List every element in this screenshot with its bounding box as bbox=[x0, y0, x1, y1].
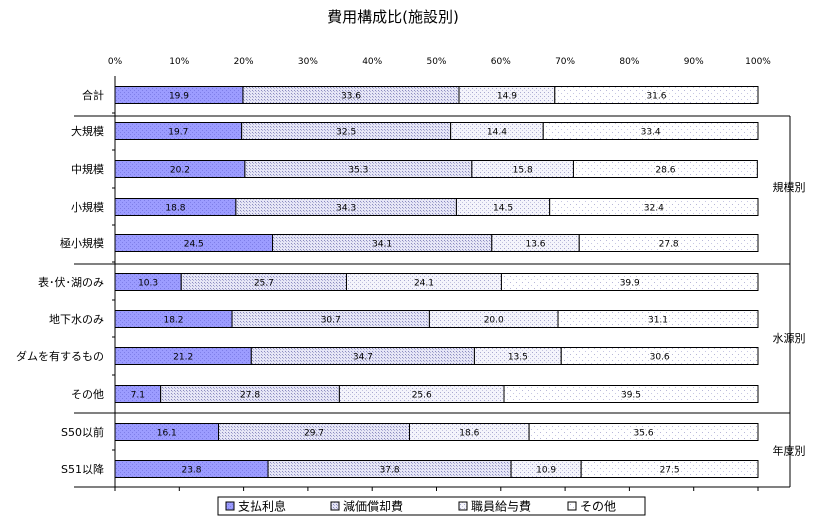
category-label: 小規模 bbox=[71, 200, 104, 214]
data-label: 31.1 bbox=[648, 316, 668, 326]
data-label: 37.8 bbox=[380, 466, 400, 476]
data-label: 18.8 bbox=[165, 204, 185, 214]
data-label: 34.3 bbox=[336, 204, 356, 214]
legend-swatch bbox=[567, 501, 577, 511]
x-tick-label: 70% bbox=[555, 57, 575, 67]
bar-segment bbox=[500, 273, 759, 291]
data-label: 39.5 bbox=[621, 391, 641, 401]
data-label: 13.6 bbox=[525, 240, 545, 250]
x-tick-label: 90% bbox=[684, 57, 704, 67]
data-label: 15.8 bbox=[513, 166, 533, 176]
category-label: 中規模 bbox=[71, 162, 104, 176]
category-label: 合計 bbox=[82, 88, 104, 102]
bar-segment bbox=[580, 460, 759, 478]
data-label: 21.2 bbox=[173, 353, 193, 363]
category-label: ダムを有するもの bbox=[16, 349, 104, 363]
x-tick-label: 40% bbox=[362, 57, 382, 67]
category-label: S50以前 bbox=[61, 425, 104, 439]
group-label: 水源別 bbox=[773, 331, 806, 345]
legend-swatch bbox=[458, 501, 468, 511]
x-tick-label: 30% bbox=[298, 57, 318, 67]
x-tick-label: 0% bbox=[108, 57, 123, 67]
legend-label: その他 bbox=[580, 500, 616, 514]
legend-swatch bbox=[225, 501, 235, 511]
data-label: 32.5 bbox=[336, 128, 356, 138]
data-label: 31.6 bbox=[646, 92, 666, 102]
chart-title: 費用構成比(施設別) bbox=[327, 8, 459, 26]
data-label: 28.6 bbox=[655, 166, 675, 176]
data-label: 18.2 bbox=[163, 316, 183, 326]
bar-segment bbox=[542, 122, 759, 140]
x-tick-label: 50% bbox=[426, 57, 446, 67]
bar-segment bbox=[578, 234, 759, 252]
data-label: 34.7 bbox=[353, 353, 373, 363]
bar-segment bbox=[554, 86, 759, 104]
data-label: 14.5 bbox=[493, 204, 513, 214]
bar-segment bbox=[572, 160, 758, 178]
legend-label: 支払利息 bbox=[238, 499, 286, 514]
data-label: 19.9 bbox=[169, 92, 189, 102]
category-label: 地下水のみ bbox=[49, 313, 104, 326]
data-label: 16.1 bbox=[157, 429, 177, 439]
data-label: 27.5 bbox=[660, 466, 680, 476]
legend-label: 減価償却費 bbox=[343, 499, 403, 514]
legend-swatch bbox=[330, 501, 340, 511]
data-label: 13.5 bbox=[508, 353, 528, 363]
bars: 19.9 33.6 14.9 31.6 19.7 32.5 14.4 33.4 20.2 35.3… bbox=[114, 86, 759, 478]
bar-segment bbox=[549, 198, 759, 216]
x-axis-ticks: 0% 10% 20% 30% 40% 50% 60% 70% 80% 90% 100% bbox=[108, 57, 771, 491]
bar-segment bbox=[528, 423, 759, 441]
category-label: 大規模 bbox=[71, 124, 104, 138]
x-tick-label: 10% bbox=[169, 57, 189, 67]
category-label: その他 bbox=[71, 388, 104, 401]
data-label: 32.4 bbox=[644, 204, 664, 214]
data-label: 14.9 bbox=[497, 92, 517, 102]
x-tick-label: 20% bbox=[234, 57, 254, 67]
data-label: 24.5 bbox=[184, 240, 204, 250]
data-label: 33.6 bbox=[341, 92, 361, 102]
legend: 支払利息 減価償却費 職員給与費 その他 bbox=[217, 496, 646, 516]
category-label: S51以降 bbox=[61, 462, 104, 476]
data-label: 25.6 bbox=[412, 391, 432, 401]
legend-label: 職員給与費 bbox=[471, 499, 531, 514]
data-label: 23.8 bbox=[181, 466, 201, 476]
data-label: 27.8 bbox=[659, 240, 679, 250]
data-label: 35.6 bbox=[634, 429, 654, 439]
group-label: 年度別 bbox=[773, 444, 806, 458]
x-tick-label: 80% bbox=[619, 57, 639, 67]
x-tick-label: 60% bbox=[491, 57, 511, 67]
data-label: 25.7 bbox=[254, 279, 274, 289]
data-label: 39.9 bbox=[620, 279, 640, 289]
data-label: 29.7 bbox=[304, 429, 324, 439]
data-label: 10.3 bbox=[138, 279, 158, 289]
data-label: 35.3 bbox=[348, 166, 368, 176]
data-label: 7.1 bbox=[131, 391, 145, 401]
data-label: 27.8 bbox=[240, 391, 260, 401]
data-label: 14.4 bbox=[487, 128, 507, 138]
data-label: 10.9 bbox=[536, 466, 556, 476]
data-label: 30.6 bbox=[650, 353, 670, 363]
plot-frame bbox=[74, 76, 791, 488]
data-label: 33.4 bbox=[641, 128, 661, 138]
data-label: 19.7 bbox=[168, 128, 188, 138]
legend-box bbox=[217, 496, 646, 516]
data-label: 24.1 bbox=[414, 279, 434, 289]
group-label: 規模別 bbox=[773, 180, 806, 194]
data-label: 20.0 bbox=[484, 316, 504, 326]
data-label: 20.2 bbox=[170, 166, 190, 176]
data-label: 18.6 bbox=[459, 429, 479, 439]
category-label: 極小規模 bbox=[60, 236, 104, 250]
data-label: 34.1 bbox=[372, 240, 392, 250]
x-tick-label: 100% bbox=[745, 57, 771, 67]
bar-segment bbox=[560, 347, 759, 365]
category-label: 表･伏･湖のみ bbox=[38, 275, 104, 289]
bar-segment bbox=[503, 385, 759, 403]
data-label: 30.7 bbox=[321, 316, 341, 326]
bar-segment bbox=[557, 310, 759, 328]
